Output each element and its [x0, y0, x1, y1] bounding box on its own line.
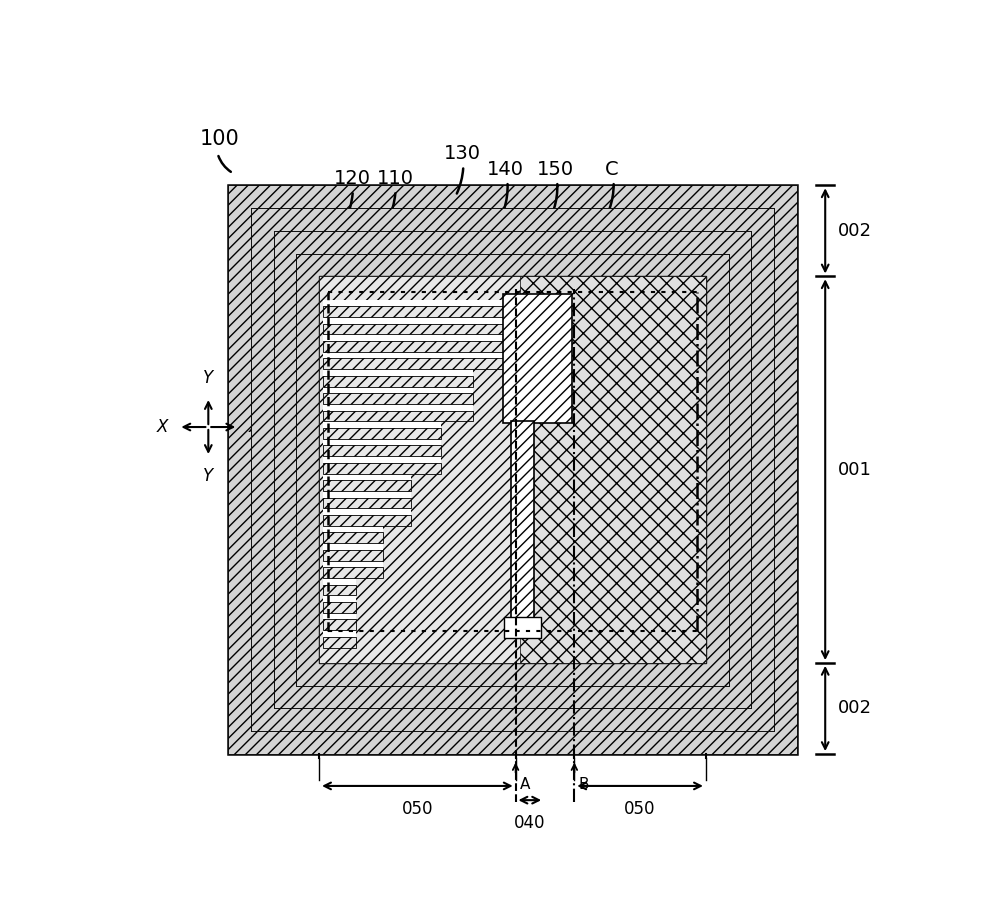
- Bar: [228, 186, 797, 754]
- Bar: [274, 231, 751, 709]
- Bar: [323, 497, 411, 509]
- Text: Y: Y: [203, 467, 213, 485]
- Bar: [323, 462, 441, 473]
- Bar: [319, 276, 706, 663]
- Text: 040: 040: [514, 814, 546, 833]
- Bar: [323, 567, 383, 578]
- Bar: [323, 456, 441, 462]
- Text: 130: 130: [444, 144, 481, 194]
- Text: C: C: [605, 160, 619, 210]
- Text: 110: 110: [377, 169, 414, 222]
- Bar: [511, 421, 534, 622]
- Bar: [323, 584, 356, 595]
- Bar: [319, 276, 520, 663]
- Bar: [323, 550, 383, 560]
- Text: B: B: [579, 776, 589, 792]
- Bar: [323, 543, 383, 550]
- Bar: [323, 387, 473, 393]
- Bar: [323, 317, 510, 324]
- Bar: [323, 515, 411, 526]
- Bar: [323, 411, 473, 421]
- Text: 150: 150: [537, 160, 574, 209]
- Bar: [323, 637, 356, 648]
- Text: A: A: [520, 776, 530, 792]
- Text: 002: 002: [838, 700, 872, 717]
- Bar: [323, 341, 510, 352]
- Text: 050: 050: [624, 800, 656, 818]
- Bar: [323, 473, 411, 480]
- Text: Y: Y: [203, 368, 213, 387]
- Bar: [323, 446, 441, 456]
- Bar: [323, 619, 356, 630]
- Bar: [323, 306, 510, 317]
- Bar: [503, 294, 572, 424]
- Bar: [323, 560, 383, 567]
- Bar: [323, 421, 441, 428]
- Bar: [323, 334, 510, 341]
- Bar: [323, 324, 510, 334]
- Bar: [323, 300, 510, 306]
- Bar: [323, 480, 411, 491]
- Bar: [323, 602, 356, 613]
- Bar: [228, 186, 797, 754]
- Bar: [323, 509, 411, 515]
- Bar: [319, 276, 706, 663]
- Bar: [323, 369, 473, 376]
- Text: 120: 120: [334, 169, 371, 222]
- Bar: [323, 595, 356, 602]
- Text: X: X: [157, 418, 168, 436]
- Bar: [323, 352, 510, 358]
- Text: B': B': [576, 478, 591, 493]
- Bar: [323, 428, 441, 438]
- Bar: [251, 208, 774, 731]
- Text: 050: 050: [402, 800, 433, 818]
- Bar: [323, 393, 473, 404]
- Bar: [323, 491, 411, 497]
- Bar: [319, 276, 706, 663]
- Bar: [323, 438, 441, 446]
- Bar: [274, 231, 751, 709]
- Bar: [251, 208, 774, 731]
- Bar: [323, 526, 383, 533]
- Bar: [323, 404, 473, 411]
- Bar: [323, 533, 383, 543]
- Bar: [296, 254, 729, 686]
- Bar: [323, 630, 356, 637]
- Text: 002: 002: [838, 222, 872, 240]
- Bar: [323, 376, 473, 387]
- Bar: [323, 613, 356, 619]
- Text: X: X: [249, 418, 260, 436]
- Text: 001: 001: [838, 461, 872, 479]
- Bar: [323, 358, 510, 369]
- Bar: [323, 578, 356, 584]
- Text: A': A': [517, 493, 532, 508]
- Bar: [296, 254, 729, 686]
- Text: 100: 100: [200, 129, 240, 150]
- Text: 140: 140: [487, 160, 524, 209]
- Bar: [504, 617, 541, 638]
